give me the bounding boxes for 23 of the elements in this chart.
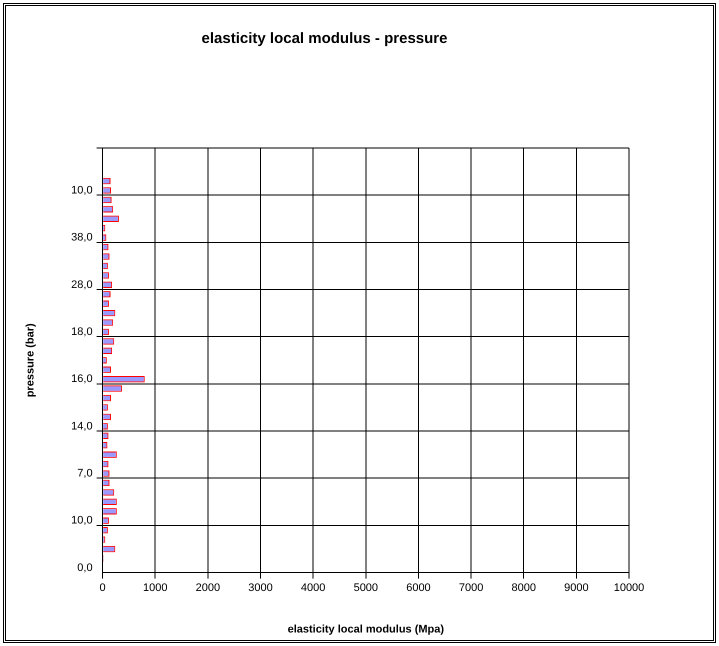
x-tick-label: 4000	[300, 582, 326, 594]
x-axis-title: elasticity local modulus (Mpa)	[288, 623, 444, 636]
y-tick-label: 28,0	[71, 278, 93, 291]
y-tick-label: 10,0	[71, 514, 93, 527]
x-tick-label: 6000	[406, 582, 431, 594]
x-tick-label: 7000	[458, 582, 484, 594]
y-axis-title: pressure (bar)	[24, 322, 37, 398]
y-tick-label: 0,0	[77, 562, 93, 574]
x-tick-label: 2000	[196, 582, 220, 594]
x-tick-label: 3000	[248, 582, 273, 594]
y-tick-label: 14,0	[71, 420, 93, 432]
y-tick-label: 18,0	[71, 326, 93, 338]
x-tick-label: 0	[100, 582, 106, 594]
x-tick-label: 1000	[143, 582, 168, 594]
y-tick-label: 7,0	[77, 468, 93, 480]
chart-title: elasticity local modulus - pressure	[202, 30, 448, 48]
x-tick-label: 8000	[511, 582, 536, 594]
y-tick-label: 10,0	[71, 184, 93, 196]
x-tick-label: 10000	[614, 582, 644, 594]
y-tick-label: 16,0	[71, 373, 93, 386]
y-tick-label: 38,0	[71, 232, 93, 244]
x-tick-label: 9000	[564, 582, 589, 594]
x-tick-label: 5000	[354, 582, 378, 594]
